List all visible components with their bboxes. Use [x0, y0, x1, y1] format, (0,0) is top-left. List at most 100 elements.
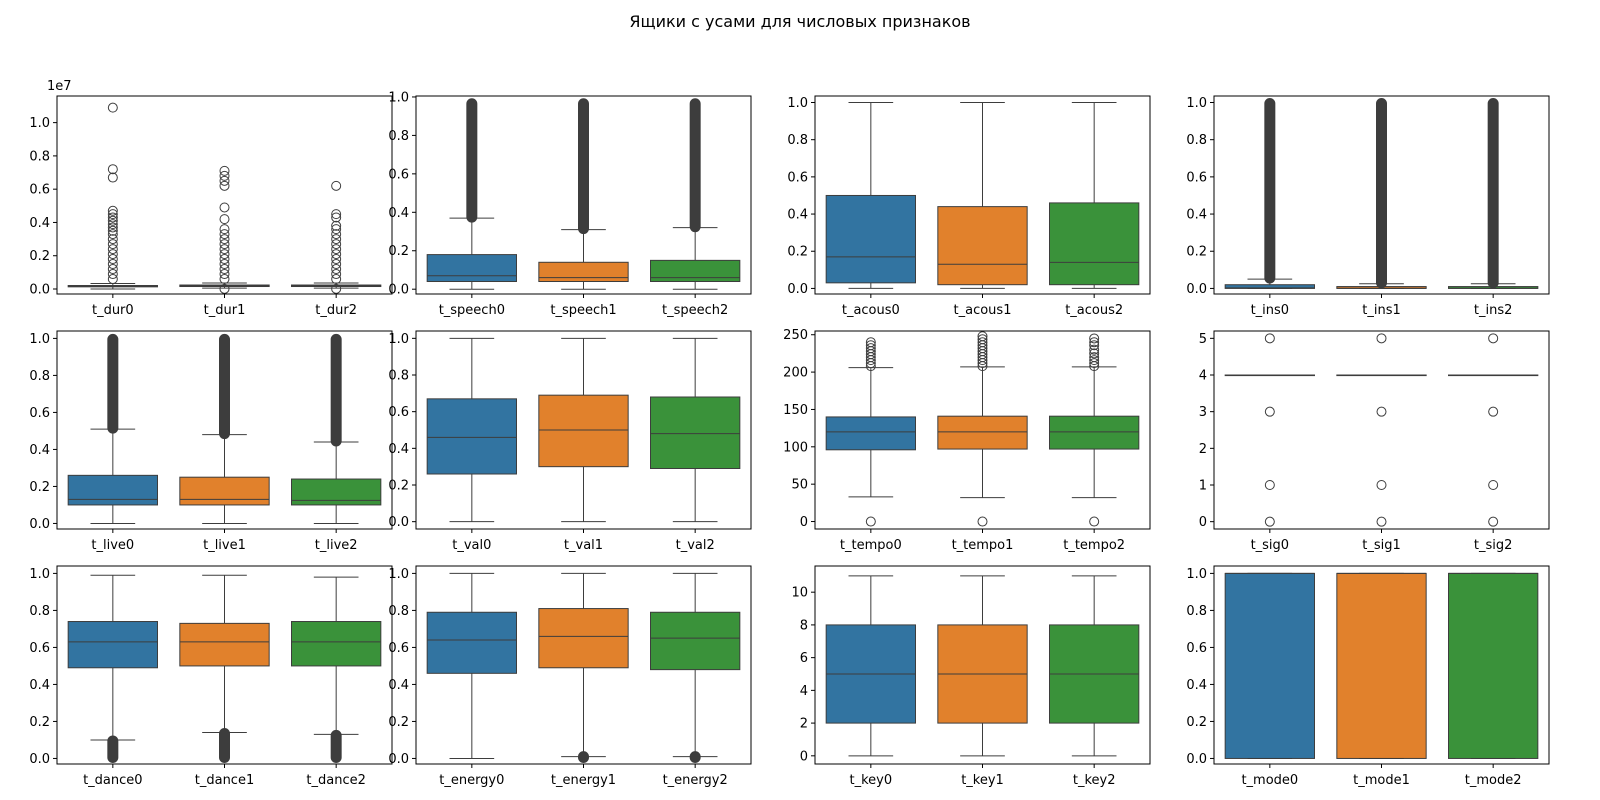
outlier-point: [331, 259, 342, 270]
y-tick-label: 0.2: [1186, 245, 1207, 260]
outlier-point: [331, 234, 342, 245]
axes-frame: [1213, 330, 1550, 530]
x-tick-label: t_tempo1: [952, 538, 1014, 553]
box-t_mode0: [1224, 572, 1315, 759]
y-tick-label: 0.6: [388, 405, 409, 420]
outlier-band: [1487, 98, 1499, 289]
outlier-point: [1089, 361, 1100, 372]
outlier-point: [1488, 516, 1499, 527]
y-tick-label: 1.0: [1186, 567, 1207, 582]
y-tick-label: 0.0: [388, 283, 409, 298]
outlier-point: [107, 205, 118, 216]
box-t_dur1: [179, 165, 270, 294]
outlier-point: [107, 222, 118, 233]
x-tick-label: t_ins0: [1251, 303, 1290, 318]
y-tick-label: 1.0: [29, 332, 50, 347]
y-tick-label: 0.4: [1186, 208, 1207, 223]
iqr-box: [825, 416, 917, 451]
outlier-point: [219, 259, 230, 270]
y-tick-label: 0.4: [1186, 678, 1207, 693]
y-tick-label: 0.2: [29, 715, 50, 730]
x-tick-label: t_ins2: [1474, 303, 1513, 318]
iqr-box: [426, 398, 517, 475]
x-tick-label: t_live1: [203, 538, 246, 553]
box-t_acous2: [1049, 102, 1140, 289]
outlier-point: [107, 225, 118, 236]
iqr-box: [1448, 572, 1539, 759]
iqr-box: [1049, 415, 1140, 450]
x-tick-label: t_dance1: [195, 773, 254, 788]
subplot-1: 0.0 0.2 0.4 0.6 0.8 1.0 1e7 t_dur0 t_dur1 t_dur2: [29, 79, 393, 318]
outlier-point: [1264, 406, 1275, 417]
outlier-band: [1264, 98, 1276, 284]
box-t_key0: [825, 575, 917, 757]
y-tick-label: 0: [800, 749, 808, 764]
outlier-point: [331, 283, 342, 294]
iqr-box: [179, 622, 270, 667]
outlier-point: [977, 516, 988, 527]
x-tick-label: t_val2: [676, 538, 715, 553]
outlier-point: [219, 254, 230, 265]
iqr-box: [1224, 284, 1315, 289]
axes-frame: [814, 95, 1151, 295]
subplot-12: 0.0 0.2 0.4 0.6 0.8 1.0 t_mode0 t_mode1 t_mode2: [1186, 565, 1550, 788]
outlier-point: [1376, 333, 1387, 344]
outlier-point: [331, 264, 342, 275]
y-tick-label: 1: [1199, 479, 1207, 494]
subplot-6: 0.0 0.2 0.4 0.6 0.8 1.0 t_val0 t_val1 t_val2: [388, 330, 752, 553]
axes-frame: [814, 565, 1151, 765]
y-offset-label: 1e7: [47, 79, 72, 94]
y-tick-label: 1.0: [388, 332, 409, 347]
y-tick-label: 0.0: [787, 282, 808, 297]
y-tick-label: 0.2: [1186, 715, 1207, 730]
subplot-2: 0.0 0.2 0.4 0.6 0.8 1.0 t_speech0 t_speech1 t_sp…: [388, 90, 752, 318]
x-tick-label: t_key0: [850, 773, 893, 788]
axes-frame: [1213, 95, 1550, 295]
axes-frame: [814, 330, 1151, 530]
outlier-point: [107, 254, 118, 265]
y-tick-label: 0.8: [1186, 133, 1207, 148]
x-tick-label: t_dur0: [92, 303, 134, 318]
box-t_ins2: [1448, 98, 1539, 289]
outlier-band: [689, 751, 701, 763]
y-tick-label: 0.2: [29, 480, 50, 495]
box-t_acous0: [825, 102, 917, 289]
subplot-9: 0.0 0.2 0.4 0.6 0.8 1.0 t_dance0 t_dance1 t_danc…: [29, 565, 393, 788]
outlier-point: [107, 212, 118, 223]
y-tick-label: 0.8: [29, 369, 50, 384]
y-tick-label: 1.0: [787, 96, 808, 111]
iqr-box: [937, 415, 1028, 450]
subplot-4: 0.0 0.2 0.4 0.6 0.8 1.0 t_ins0 t_ins1 t_ins2: [1186, 95, 1550, 318]
outlier-point: [331, 224, 342, 235]
outlier-point: [1089, 344, 1100, 355]
y-tick-label: 1.0: [388, 567, 409, 582]
x-tick-label: t_acous1: [954, 303, 1012, 318]
outlier-point: [1376, 516, 1387, 527]
box-t_tempo2: [1049, 333, 1140, 527]
outlier-point: [331, 244, 342, 255]
subplot-10: 0.0 0.2 0.4 0.6 0.8 1.0 t_energy0 t_energy1 t_en…: [388, 565, 752, 788]
outlier-point: [1089, 340, 1100, 351]
box-t_sig2: [1448, 333, 1539, 527]
y-tick-label: 0.4: [29, 678, 50, 693]
iqr-box: [650, 259, 741, 283]
x-tick-label: t_val1: [564, 538, 603, 553]
outlier-point: [219, 202, 230, 213]
outlier-point: [1089, 333, 1100, 344]
outlier-band: [330, 729, 342, 763]
x-tick-label: t_dur1: [204, 303, 246, 318]
box-t_sig1: [1336, 333, 1427, 527]
y-tick-label: 4: [1199, 369, 1207, 384]
iqr-box: [650, 611, 741, 671]
y-tick-label: 0.6: [388, 641, 409, 656]
box-t_dance1: [179, 574, 270, 763]
y-tick-label: 0.4: [29, 216, 50, 231]
x-tick-label: t_sig2: [1474, 538, 1513, 553]
outlier-point: [107, 209, 118, 220]
subplot-11: 0 2 4 6 8 10 t_key0 t_key1 t_key2: [791, 565, 1151, 788]
outlier-point: [977, 355, 988, 366]
outlier-point: [107, 172, 118, 183]
outlier-point: [977, 361, 988, 372]
outlier-point: [1376, 480, 1387, 490]
y-tick-label: 0.0: [29, 283, 50, 298]
